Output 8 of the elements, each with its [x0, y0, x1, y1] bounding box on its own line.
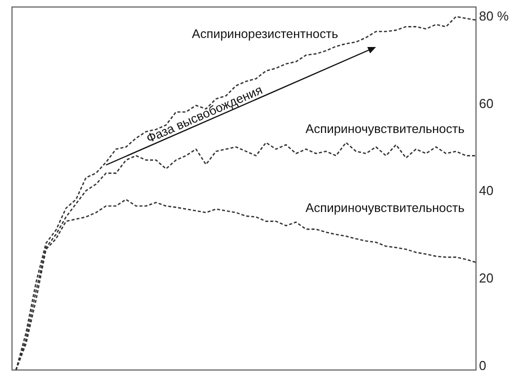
y-tick-label: 40: [479, 183, 494, 198]
annotation: Аспиринорезистентность: [192, 27, 338, 41]
y-tick-label: 20: [479, 270, 494, 286]
y-tick-label: 60: [479, 96, 494, 111]
annotation: Аспириночувствительность: [306, 201, 464, 215]
y-tick-label: 0: [479, 358, 486, 374]
y-tick-label: 80 %: [479, 8, 510, 24]
annotation: Аспириночувствительность: [306, 122, 464, 136]
